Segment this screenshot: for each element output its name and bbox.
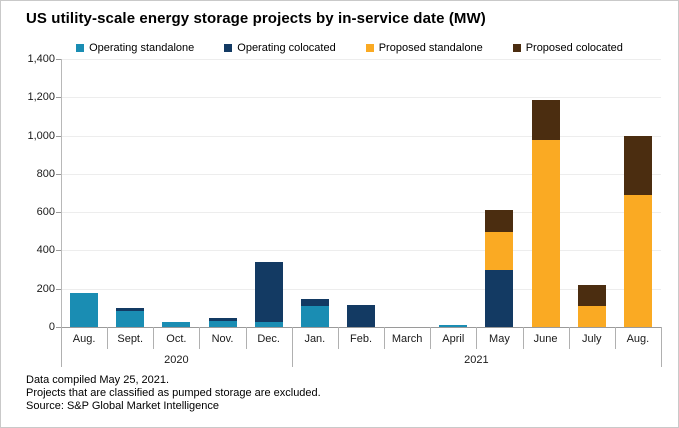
footnote-exclusion: Projects that are classified as pumped s… (26, 387, 321, 399)
y-axis-label: 200 (36, 282, 55, 295)
bar-segment-proposed-standalone (623, 194, 652, 327)
x-axis-tick (476, 327, 478, 349)
y-axis-tick (56, 288, 61, 290)
x-axis-tick (430, 327, 432, 349)
x-axis-label: Aug. (626, 333, 650, 345)
y-axis-label: 800 (36, 167, 55, 180)
x-axis-tick (384, 327, 386, 349)
bar-segment-operating-colocated (116, 307, 145, 311)
bar-segment-proposed-colocated (531, 100, 560, 141)
x-axis-tick (153, 327, 155, 349)
bar-segment-operating-standalone (300, 305, 329, 327)
x-axis-tick (199, 327, 201, 349)
bar-segment-operating-standalone (162, 322, 191, 327)
x-axis-tick (61, 327, 62, 367)
bar-segment-proposed-colocated (577, 284, 606, 306)
y-axis-tick (56, 327, 61, 328)
bar-segment-operating-colocated (208, 318, 237, 322)
legend-item-proposed-colocated: Proposed colocated (512, 42, 623, 54)
y-axis-tick (56, 59, 61, 60)
bar-segment-proposed-colocated (623, 135, 652, 195)
bar-segment-operating-standalone (439, 325, 468, 327)
bar-segment-operating-standalone (70, 292, 99, 327)
y-axis-label: 600 (36, 206, 55, 219)
x-axis-label: May (489, 333, 510, 345)
chart-legend: Operating standalone Operating colocated P… (41, 42, 658, 54)
legend-item-operating-standalone: Operating standalone (76, 42, 194, 54)
legend-swatch-icon (365, 44, 374, 52)
x-axis-label: June (533, 333, 558, 345)
chart-footnotes: Data compiled May 25, 2021. Projects tha… (26, 374, 321, 413)
legend-swatch-icon (76, 44, 85, 52)
bar-segment-proposed-standalone (485, 232, 514, 270)
x-axis-label: Jan. (304, 333, 326, 345)
y-axis-label: 0 (48, 321, 55, 333)
x-axis-tick (107, 327, 109, 349)
legend-label: Operating standalone (89, 42, 195, 54)
gridline (61, 135, 661, 137)
x-axis-tick (522, 327, 524, 349)
x-axis-label: March (391, 333, 423, 345)
y-axis-tick (56, 135, 61, 137)
y-axis-label: 400 (36, 244, 55, 257)
legend-label: Operating colocated (237, 42, 336, 54)
x-axis-line (61, 327, 662, 328)
y-axis-tick (56, 250, 61, 252)
x-axis-tick (568, 327, 570, 349)
x-axis-label: Oct. (166, 333, 187, 345)
x-axis-tick (337, 327, 339, 349)
chart-title: US utility-scale energy storage projects… (26, 10, 486, 27)
legend-item-operating-colocated: Operating colocated (224, 42, 336, 54)
bar-segment-operating-standalone (116, 310, 145, 327)
year-label-2020: 2020 (164, 354, 189, 366)
legend-label: Proposed colocated (525, 42, 623, 54)
y-axis-tick (56, 97, 61, 99)
y-axis-label: 1,000 (27, 129, 55, 142)
legend-item-proposed-standalone: Proposed standalone (365, 42, 483, 54)
bar-segment-operating-colocated (485, 269, 514, 327)
gridline (61, 173, 661, 175)
x-axis-label: Aug. (72, 333, 96, 345)
bar-segment-operating-standalone (208, 321, 237, 327)
x-axis-label: Nov. (211, 333, 234, 345)
gridline (61, 212, 661, 214)
x-axis-tick (291, 327, 293, 367)
y-axis-label: 1,200 (27, 91, 55, 104)
bar-segment-operating-colocated (347, 304, 375, 327)
y-axis-line (61, 59, 62, 327)
bar-segment-operating-colocated (254, 261, 283, 323)
gridline (61, 59, 661, 60)
bar-segment-proposed-standalone (577, 305, 606, 327)
bar-segment-operating-colocated (300, 299, 329, 306)
footnote-source: Source: S&P Global Market Intelligence (26, 400, 220, 412)
bar-segment-operating-standalone (254, 322, 283, 327)
x-axis-tick (661, 327, 662, 367)
x-axis-label: Feb. (349, 333, 372, 345)
y-axis-label: 1,400 (27, 53, 55, 65)
bar-segment-proposed-colocated (485, 210, 514, 233)
x-axis-tick (614, 327, 616, 349)
x-axis-label: April (442, 333, 465, 345)
x-axis-label: Sept. (117, 333, 144, 345)
x-axis-tick (245, 327, 247, 349)
x-axis-label: July (581, 333, 602, 345)
gridline (61, 288, 661, 290)
legend-label: Proposed standalone (378, 42, 483, 54)
legend-swatch-icon (512, 44, 521, 52)
x-axis-label: Dec. (257, 333, 280, 345)
gridline (61, 97, 661, 99)
gridline (61, 250, 661, 252)
y-axis-tick (56, 212, 61, 214)
y-axis-tick (56, 173, 61, 175)
year-label-2021: 2021 (464, 354, 489, 366)
legend-swatch-icon (224, 44, 233, 52)
footnote-compiled: Data compiled May 25, 2021. (26, 374, 170, 386)
bar-segment-proposed-standalone (531, 140, 560, 327)
